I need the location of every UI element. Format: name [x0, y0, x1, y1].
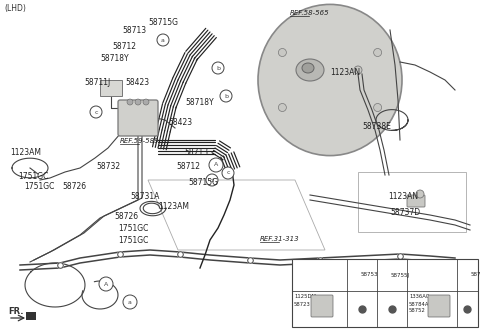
Circle shape: [212, 62, 224, 74]
Bar: [292, 259, 478, 327]
Text: 1751GC: 1751GC: [118, 236, 148, 245]
Text: a: a: [128, 299, 132, 305]
Circle shape: [459, 270, 469, 280]
Circle shape: [222, 167, 234, 179]
Circle shape: [90, 106, 102, 118]
Circle shape: [99, 277, 113, 291]
Text: b: b: [216, 65, 220, 70]
Circle shape: [409, 270, 419, 280]
Text: 58755J: 58755J: [391, 272, 410, 277]
FancyBboxPatch shape: [407, 195, 425, 207]
Circle shape: [220, 90, 232, 102]
Text: 58752R: 58752R: [471, 272, 480, 277]
Text: 1123AN: 1123AN: [330, 68, 360, 77]
Circle shape: [123, 295, 137, 309]
Text: A: A: [104, 282, 108, 287]
Text: c: c: [383, 272, 385, 277]
Text: REF.59-589: REF.59-589: [120, 138, 160, 144]
Text: 58731A: 58731A: [130, 192, 159, 201]
Bar: [26, 312, 36, 320]
Text: 58423: 58423: [168, 118, 192, 127]
Text: d: d: [210, 178, 214, 183]
Circle shape: [135, 99, 141, 105]
Text: 1336AC: 1336AC: [409, 294, 430, 299]
Text: 1125DM: 1125DM: [294, 294, 316, 299]
Ellipse shape: [302, 63, 314, 73]
Text: FR.: FR.: [8, 308, 24, 316]
Ellipse shape: [296, 59, 324, 81]
Text: 58715G: 58715G: [148, 18, 178, 27]
Text: 58726: 58726: [62, 182, 86, 191]
Text: 58718Y: 58718Y: [185, 98, 214, 107]
Circle shape: [294, 270, 304, 280]
FancyBboxPatch shape: [118, 100, 158, 136]
Circle shape: [143, 99, 149, 105]
Circle shape: [416, 190, 424, 198]
Text: a: a: [462, 272, 466, 277]
Text: 58738E: 58738E: [362, 122, 391, 131]
Text: 58723: 58723: [294, 302, 311, 307]
Circle shape: [379, 270, 389, 280]
FancyBboxPatch shape: [311, 295, 333, 317]
Circle shape: [354, 66, 362, 74]
Text: 58711J: 58711J: [84, 78, 110, 87]
Circle shape: [278, 48, 287, 57]
Text: 58713: 58713: [184, 148, 208, 157]
Text: c: c: [94, 110, 98, 114]
Text: A: A: [214, 163, 218, 167]
Text: 58715G: 58715G: [188, 178, 218, 187]
Text: REF.58-565: REF.58-565: [290, 10, 330, 16]
Text: 1751GC: 1751GC: [18, 172, 48, 181]
Text: 1751GC: 1751GC: [118, 224, 148, 233]
Text: b: b: [224, 93, 228, 98]
Text: 58784A
58752: 58784A 58752: [409, 302, 430, 313]
FancyBboxPatch shape: [428, 295, 450, 317]
Text: REF.31-313: REF.31-313: [260, 236, 300, 242]
Circle shape: [349, 270, 359, 280]
Circle shape: [127, 99, 133, 105]
Ellipse shape: [258, 4, 402, 156]
Text: b: b: [412, 272, 416, 277]
Circle shape: [278, 104, 287, 112]
Text: 58712: 58712: [176, 162, 200, 171]
Circle shape: [206, 174, 218, 186]
Text: 1751GC: 1751GC: [24, 182, 54, 191]
Circle shape: [157, 34, 169, 46]
Bar: [100, 80, 122, 96]
Circle shape: [373, 48, 382, 57]
Text: 1123AM: 1123AM: [158, 202, 189, 211]
Text: 1123AN: 1123AN: [388, 192, 418, 201]
Text: a: a: [161, 38, 165, 42]
Text: 1123AM: 1123AM: [10, 148, 41, 157]
Text: c: c: [226, 170, 230, 175]
Text: 58732: 58732: [96, 162, 120, 171]
Text: 58726: 58726: [114, 212, 138, 221]
Text: 58753: 58753: [361, 272, 379, 277]
Circle shape: [209, 158, 223, 172]
Text: 58712: 58712: [112, 42, 136, 51]
Text: (LHD): (LHD): [4, 4, 26, 13]
Text: a: a: [297, 272, 301, 277]
Text: d: d: [352, 272, 356, 277]
Text: 58423: 58423: [125, 78, 149, 87]
Circle shape: [373, 104, 382, 112]
Text: 58737D: 58737D: [390, 208, 420, 217]
Text: 58713: 58713: [122, 26, 146, 35]
Text: 58718Y: 58718Y: [100, 54, 129, 63]
